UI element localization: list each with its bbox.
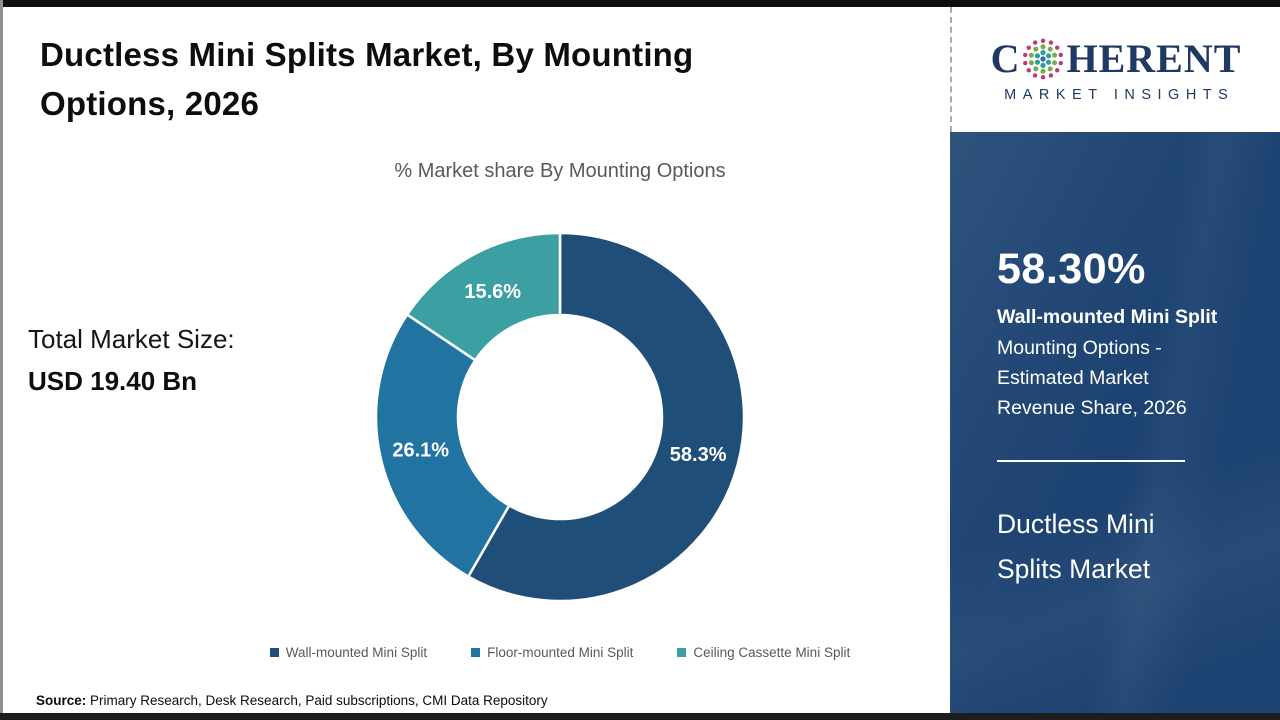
legend-label: Ceiling Cassette Mini Split <box>693 645 851 660</box>
page-title: Ductless Mini Splits Market, By Mounting… <box>40 36 694 122</box>
total-market-size-label: Total Market Size: <box>28 324 235 354</box>
sidebar-panel: 58.30% Wall-mounted Mini Split Mounting … <box>950 132 1280 713</box>
globe-dots-icon <box>1023 38 1064 79</box>
brand-logo: C HERENT MARKET INSIGHTS <box>950 7 1280 132</box>
legend-marker-icon <box>471 648 481 657</box>
brand-letters-herent: HERENT <box>1066 35 1242 81</box>
legend-label: Wall-mounted Mini Split <box>285 645 428 660</box>
total-market-size-block: Total Market Size: USD 19.40 Bn <box>28 324 235 397</box>
brand-letter-c: C <box>990 35 1021 81</box>
donut-chart: 58.3% 26.1% 15.6% <box>340 197 780 637</box>
legend-item-floor-mounted: Floor-mounted Mini Split <box>471 645 633 660</box>
left-border <box>0 0 3 720</box>
donut-slice-label-0: 58.3% <box>670 444 727 466</box>
legend-item-ceiling-cassette: Ceiling Cassette Mini Split <box>677 645 850 660</box>
donut-slice-label-1: 26.1% <box>392 440 449 462</box>
brand-tagline: MARKET INSIGHTS <box>1004 86 1235 103</box>
brand-wordmark: C HERENT <box>991 37 1242 81</box>
sidebar-report-title: Ductless Mini Splits Market <box>997 509 1155 584</box>
sidebar-stat-description: Mounting Options - Estimated Market Reve… <box>997 337 1187 419</box>
legend-marker-icon <box>269 648 279 657</box>
source-label: Source: <box>36 693 87 708</box>
source-note: Source: Primary Research, Desk Research,… <box>36 693 548 708</box>
total-market-size-value: USD 19.40 Bn <box>28 366 198 396</box>
donut-slice-1 <box>374 313 511 578</box>
donut-chart-svg: 58.3% 26.1% 15.6% <box>374 231 746 603</box>
bottom-border-bar <box>0 713 1280 720</box>
legend-label: Floor-mounted Mini Split <box>487 645 634 660</box>
donut-slice-label-2: 15.6% <box>464 281 521 303</box>
top-border-bar <box>0 0 1280 7</box>
chart-legend: Wall-mounted Mini Split Floor-mounted Mi… <box>140 645 980 660</box>
legend-item-wall-mounted: Wall-mounted Mini Split <box>269 645 428 660</box>
sidebar-divider <box>997 460 1185 462</box>
donut-slice-0 <box>467 231 746 603</box>
source-text: Primary Research, Desk Research, Paid su… <box>86 693 548 708</box>
chart-subtitle: % Market share By Mounting Options <box>394 160 726 182</box>
donut-slice-2 <box>405 231 562 362</box>
sidebar-stat-value: 58.30% <box>997 245 1146 293</box>
sidebar-stat-title: Wall-mounted Mini Split <box>997 306 1218 328</box>
legend-marker-icon <box>677 648 687 657</box>
